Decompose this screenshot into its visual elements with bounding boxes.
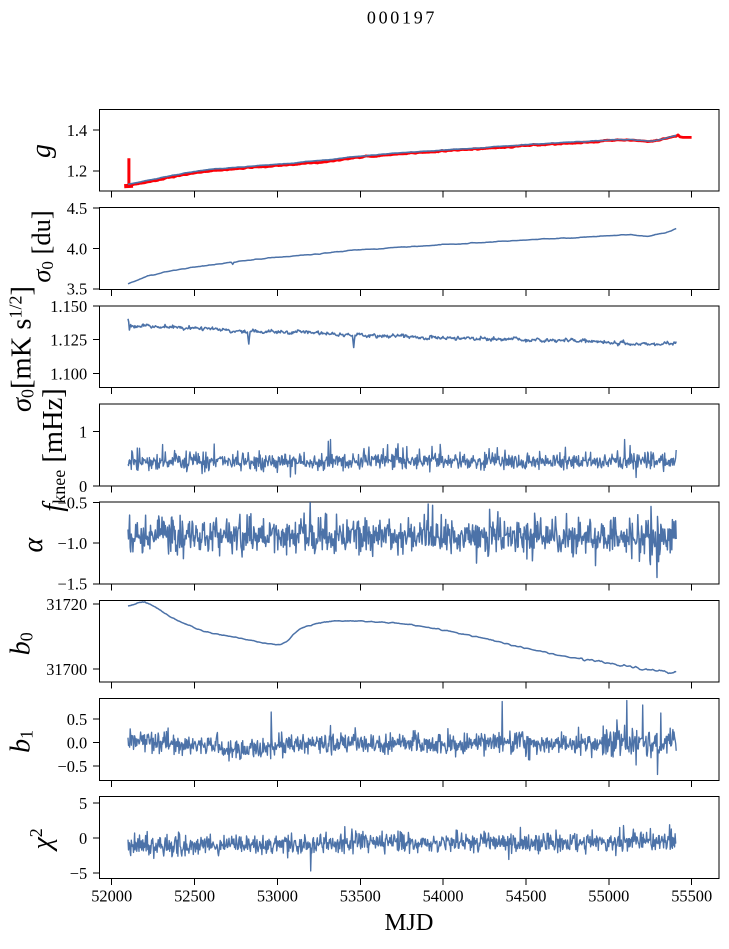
svg-text:1: 1 [79,422,87,441]
svg-text:b1: b1 [6,730,37,753]
svg-text:−1.5: −1.5 [57,575,87,594]
svg-text:5: 5 [79,794,87,813]
svg-text:−1.0: −1.0 [57,534,87,553]
svg-text:1.2: 1.2 [67,162,88,181]
svg-text:1.4: 1.4 [67,121,88,140]
svg-text:1.150: 1.150 [50,297,87,316]
svg-text:55500: 55500 [671,887,712,906]
svg-text:31720: 31720 [46,595,87,614]
svg-text:54000: 54000 [423,887,464,906]
svg-text:54500: 54500 [506,887,547,906]
svg-text:MJD: MJD [384,909,433,936]
svg-text:α: α [18,537,49,553]
svg-text:55000: 55000 [588,887,629,906]
svg-text:4.0: 4.0 [67,239,88,258]
svg-text:g: g [26,144,57,158]
svg-text:3.5: 3.5 [67,280,88,299]
svg-text:52500: 52500 [174,887,215,906]
svg-text:b0: b0 [6,632,37,655]
svg-text:31700: 31700 [46,660,87,679]
svg-text:53500: 53500 [340,887,381,906]
svg-text:−0.5: −0.5 [57,494,87,513]
svg-text:−0.5: −0.5 [57,757,87,776]
svg-text:1.125: 1.125 [50,331,87,350]
svg-text:0.0: 0.0 [67,733,88,752]
svg-text:0.5: 0.5 [67,710,88,729]
svg-text:53000: 53000 [257,887,298,906]
svg-text:−5: −5 [70,864,87,883]
svg-text:σ0 [du]: σ0 [du] [26,210,57,282]
svg-text:fknee [mHz]: fknee [mHz] [38,388,69,511]
svg-text:0: 0 [79,477,87,496]
svg-text:000197: 000197 [367,8,437,28]
svg-text:52000: 52000 [91,887,132,906]
svg-text:0: 0 [79,829,87,848]
svg-text:1.100: 1.100 [50,364,87,383]
svg-text:σ0[mK s1/2]: σ0[mK s1/2] [6,286,38,412]
svg-text:4.5: 4.5 [67,199,88,218]
svg-text:χ2: χ2 [26,828,58,852]
